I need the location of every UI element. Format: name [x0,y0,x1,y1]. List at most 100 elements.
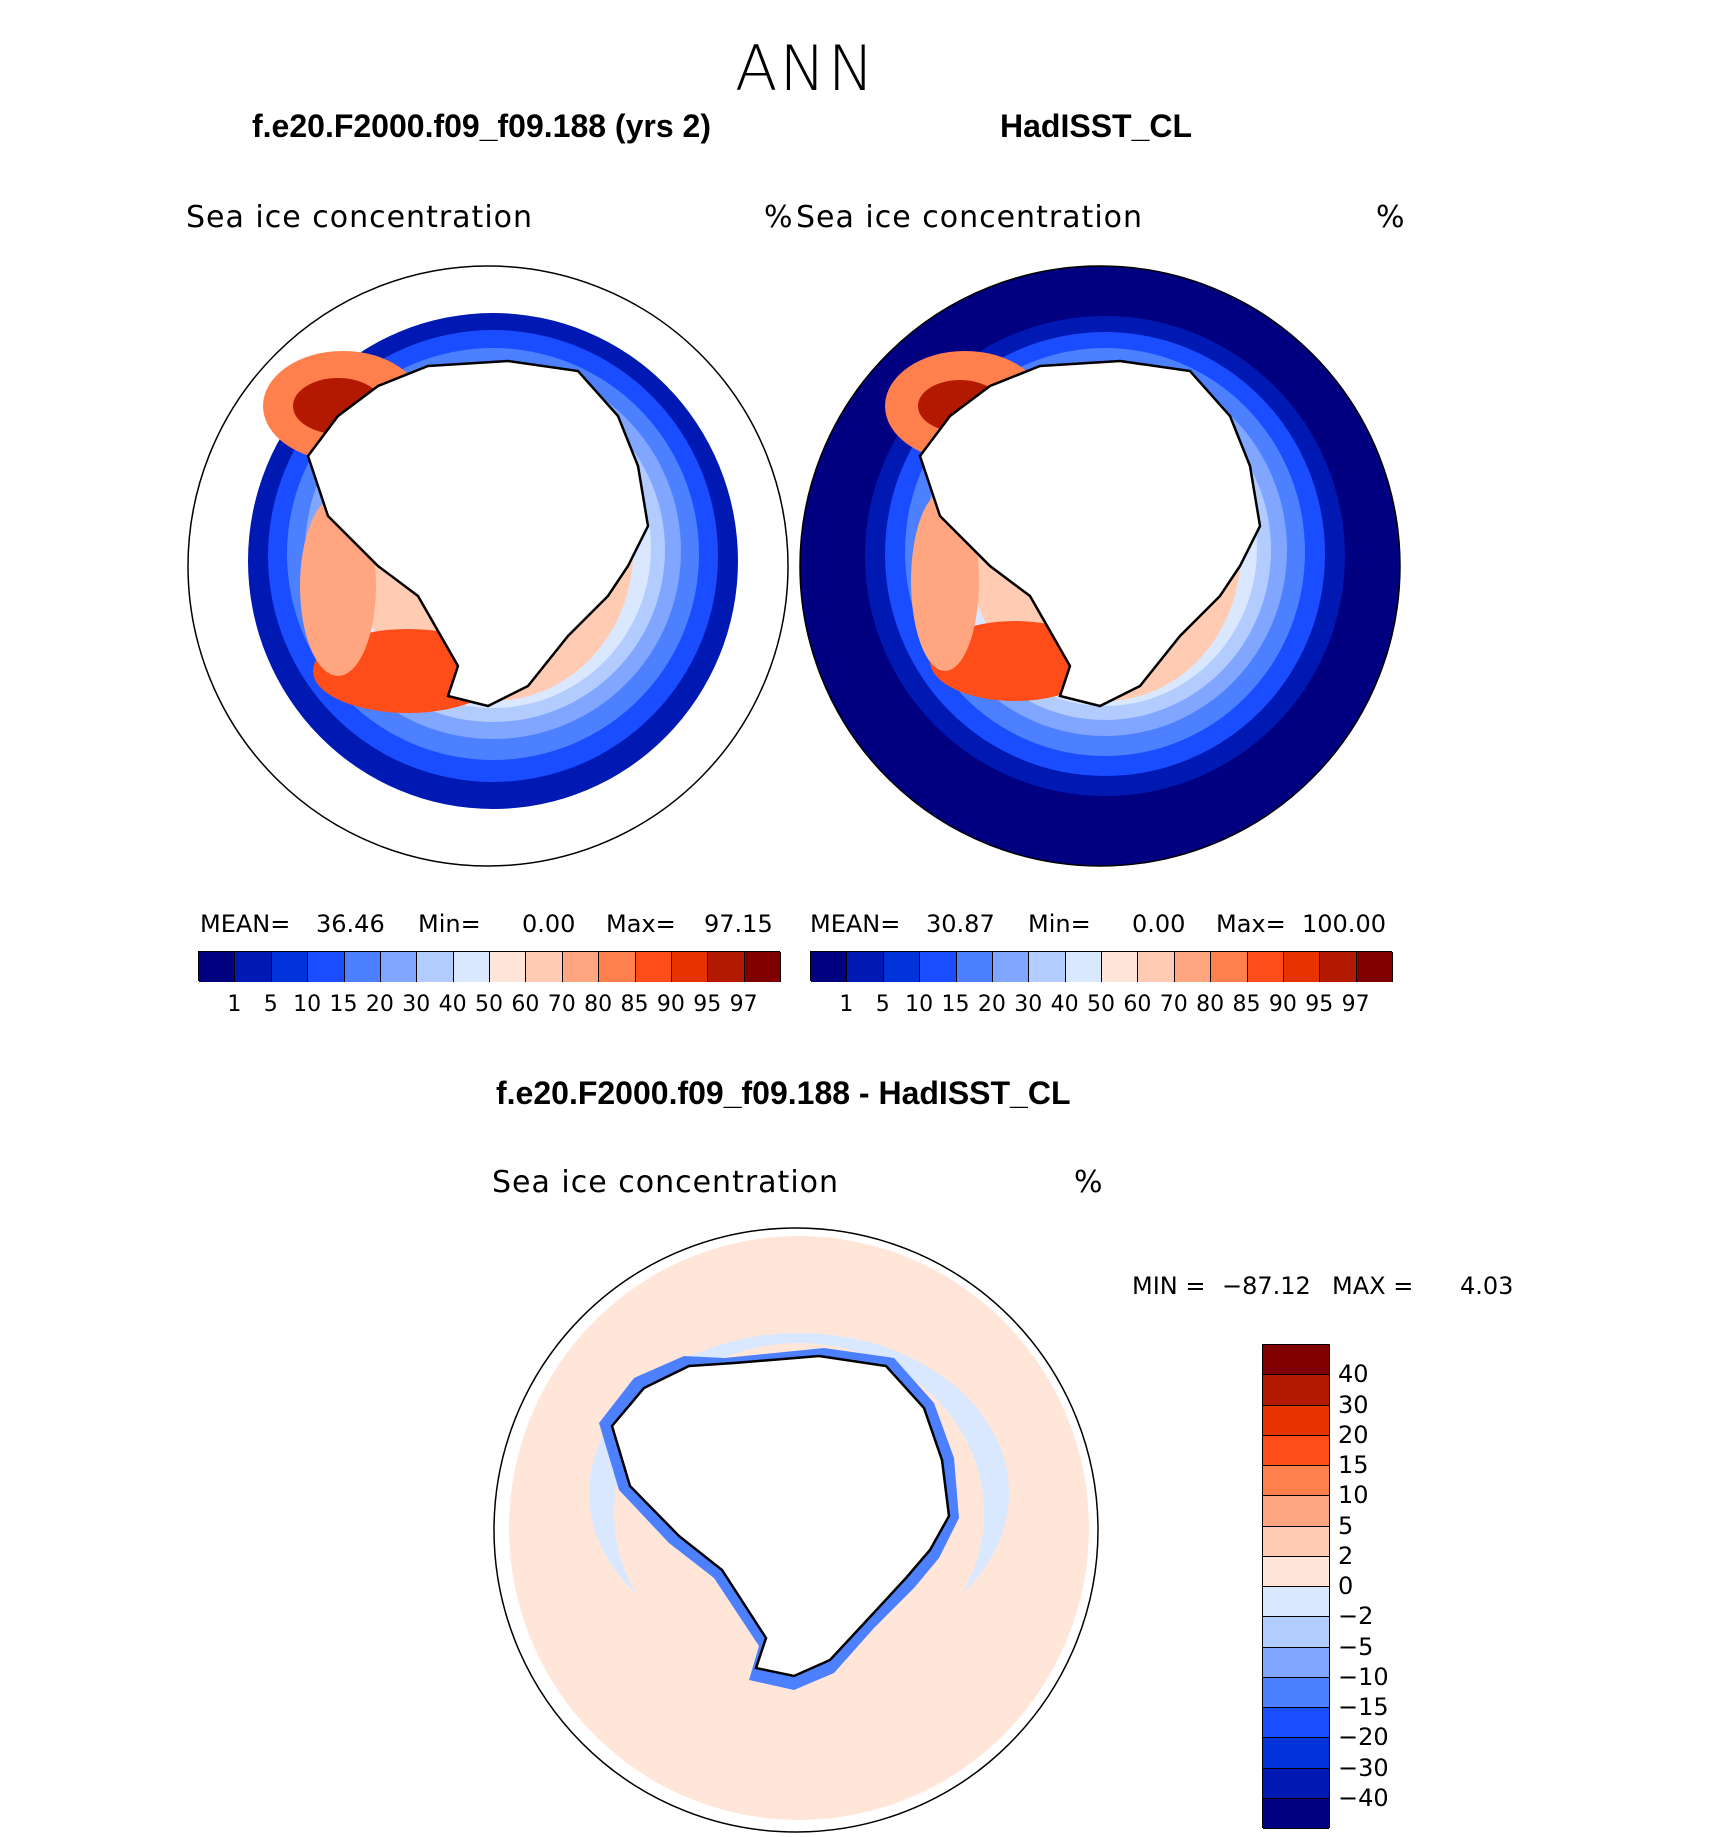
colorbar-tick-label: 30 [402,992,431,1017]
colorbar-tick-label: −30 [1338,1753,1389,1782]
colorbar-tick-label: 70 [547,992,576,1017]
colorbar-tick-label: 85 [620,992,649,1017]
colorbar-tick-label: 40 [1050,992,1079,1017]
colorbar-swatch [1263,1375,1329,1406]
stat-mean-model: 36.46 [316,910,385,938]
colorbar-obs [810,951,1393,982]
colorbar-tick-label: 5 [875,992,890,1017]
colorbar-tick-label: 90 [656,992,685,1017]
colorbar-swatch [1102,952,1139,982]
antarctica-land [610,1354,951,1678]
colorbar-tick-label: 95 [1305,992,1334,1017]
colorbar-swatch [992,952,1030,982]
colorbar-ticks-diff: 40 30 20 15 10 5 2 0 −2 −5 −10 −15 −20 −30 −40 [1338,1344,1418,1828]
colorbar-tick-label: 5 [263,992,278,1017]
colorbar-swatch [1263,1556,1329,1587]
colorbar-swatch [1263,1768,1329,1799]
colorbar-swatch [1247,952,1284,982]
colorbar-swatch [1211,952,1248,982]
colorbar-swatch [1263,1526,1329,1557]
colorbar-swatch [671,952,709,982]
colorbar-swatch [1065,952,1102,982]
colorbar-swatch [1263,1738,1329,1769]
colorbar-swatch [235,952,272,982]
colorbar-swatch [1263,1587,1329,1618]
colorbar-swatch [1283,952,1321,982]
colorbar-tick-label: 2 [1338,1541,1354,1570]
colorbar-swatch [847,952,884,982]
colorbar-tick-label: 10 [1338,1481,1369,1510]
colorbar-swatch [599,952,636,982]
colorbar-swatch [199,952,236,982]
variable-label-model: Sea ice concentration [186,200,534,235]
variable-label-obs: Sea ice concentration [796,200,1144,235]
season-title: ANN [735,32,877,105]
colorbar-swatch [1356,952,1393,982]
stat-min-label-obs: Min= [1028,910,1091,938]
colorbar-swatch [1174,952,1212,982]
colorbar-tick-label: 90 [1268,992,1297,1017]
colorbar-tick-label: 80 [1196,992,1225,1017]
colorbar-tick-label: 40 [1338,1360,1369,1389]
colorbar-swatch [1263,1435,1329,1466]
colorbar-swatch [1263,1677,1329,1708]
polar-map-diff [493,1227,1099,1833]
panel-title-obs: HadISST_CL [1000,108,1193,144]
colorbar-tick-label: 60 [1123,992,1152,1017]
colorbar-tick-label: 10 [905,992,934,1017]
colorbar-swatch [635,952,672,982]
colorbar-ticks-obs: 1 5 10 15 20 30 40 50 60 70 80 85 90 95 97 [810,992,1392,1018]
colorbar-tick-label: −5 [1338,1632,1374,1661]
antarctica-land [306,359,650,708]
colorbar-swatch [308,952,345,982]
stat-max-label-diff: MAX = [1332,1272,1414,1300]
colorbar-swatch [1263,1617,1329,1648]
stat-max-diff: 4.03 [1460,1272,1514,1300]
colorbar-tick-label: 40 [438,992,467,1017]
colorbar-swatch [920,952,957,982]
colorbar-swatch [562,952,600,982]
colorbar-tick-label: 97 [729,992,758,1017]
stat-min-model: 0.00 [522,910,576,938]
stat-mean-obs: 30.87 [926,910,995,938]
colorbar-swatch [1263,1798,1329,1829]
colorbar-swatch [708,952,745,982]
stat-mean-label-obs: MEAN= [810,910,901,938]
colorbar-tick-label: 30 [1338,1390,1369,1419]
colorbar-tick-label: 97 [1341,992,1370,1017]
stat-mean-label-model: MEAN= [200,910,291,938]
colorbar-tick-label: 60 [511,992,540,1017]
colorbar-tick-label: 5 [1338,1511,1354,1540]
colorbar-tick-label: 15 [941,992,970,1017]
colorbar-swatch [1263,1466,1329,1497]
colorbar-swatch [1263,1708,1329,1739]
colorbar-tick-label: 95 [693,992,722,1017]
colorbar-swatch [1263,1647,1329,1678]
colorbar-tick-label: 50 [475,992,503,1017]
colorbar-tick-label: 15 [329,992,358,1017]
colorbar-swatch [1029,952,1066,982]
colorbar-swatch [1263,1405,1329,1436]
colorbar-diff [1262,1344,1330,1829]
colorbar-tick-label: 1 [839,992,854,1017]
stat-max-obs: 100.00 [1302,910,1386,938]
stat-min-obs: 0.00 [1132,910,1186,938]
colorbar-tick-label: −20 [1338,1723,1389,1752]
stat-max-label-model: Max= [606,910,676,938]
colorbar-swatch [956,952,993,982]
colorbar-tick-label: 50 [1087,992,1115,1017]
colorbar-tick-label: 20 [1338,1420,1369,1449]
units-label-obs: % [1376,200,1406,235]
polar-map-model [187,265,789,867]
colorbar-tick-label: −15 [1338,1693,1389,1721]
units-label-model: % [764,200,794,235]
stat-min-diff: −87.12 [1222,1272,1311,1300]
colorbar-swatch [526,952,563,982]
colorbar-tick-label: 20 [365,992,394,1017]
colorbar-ticks-model: 1 5 10 15 20 30 40 50 60 70 80 85 90 95 97 [198,992,780,1018]
colorbar-swatch [417,952,454,982]
stat-max-model: 97.15 [704,910,773,938]
colorbar-swatch [1320,952,1357,982]
colorbar-tick-label: 15 [1338,1451,1369,1479]
units-label-diff: % [1074,1165,1104,1200]
